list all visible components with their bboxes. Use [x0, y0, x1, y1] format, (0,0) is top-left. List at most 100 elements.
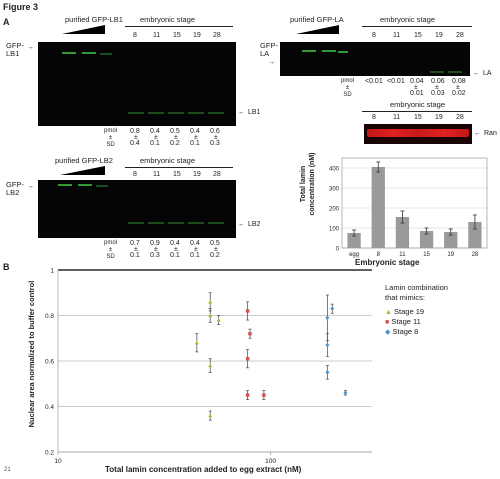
gel-band: [58, 184, 72, 186]
data-point-square: [245, 393, 250, 397]
lb2-pmol-value: 0.4: [170, 240, 180, 247]
lb2-stage: 28: [213, 171, 221, 178]
lb2-band-label: LB2: [248, 221, 261, 228]
pm-icon: ±: [214, 134, 218, 141]
la-stage-header: embryonic stage: [380, 15, 436, 24]
gel-band: [188, 222, 204, 224]
data-point-square: [245, 357, 250, 361]
ran-stage-header: embryonic stage: [390, 100, 446, 109]
bar-chart-bars: [347, 161, 482, 248]
pm-icon: ±: [194, 246, 198, 253]
lb1-stage: 11: [153, 32, 161, 39]
la-stage: 15: [414, 32, 422, 39]
lb1-sd-value: 0.1: [190, 140, 200, 147]
scatter-points: [194, 292, 348, 421]
lb1-pmol-value: 0.5: [170, 128, 180, 135]
la-sd-value: 0.03: [431, 90, 445, 97]
data-point-diamond: [325, 342, 330, 348]
lb2-purified-label: purified GFP-LB2: [55, 156, 113, 165]
lb2-stage-header: embryonic stage: [140, 156, 196, 165]
nuclear-area-scatter-plot: 0.2 0.4 0.6 0.8 1 10 100: [45, 268, 372, 465]
bar: [371, 167, 385, 248]
triangle-icon: ▲: [385, 309, 392, 316]
pm-icon: ±: [134, 134, 138, 141]
la-stage: 11: [393, 32, 401, 39]
scatter-ytick-label: 0.2: [45, 450, 54, 457]
lb1-pmol-value: 0.4: [150, 128, 160, 135]
diamond-icon: ◆: [385, 329, 391, 336]
gel-band: [128, 112, 144, 114]
la-stage-header-rule: [362, 26, 472, 27]
pm-icon: ±: [134, 246, 138, 253]
bar-chart-yticks: 0 100 200 300 400: [329, 167, 340, 253]
lb2-pmol-label: pmol ± SD: [104, 240, 118, 260]
lb1-sd-value: 0.3: [210, 140, 220, 147]
lb2-side-label: GFP- LB2: [6, 180, 24, 197]
scatter-ytick-label: 0.8: [45, 313, 54, 320]
gel-band: [148, 112, 164, 114]
ran-stage: 8: [372, 114, 376, 121]
scatter-xticks: 10 100: [54, 458, 276, 465]
data-point-triangle: [208, 313, 213, 318]
la-stage: 19: [435, 32, 443, 39]
data-point-triangle: [208, 363, 213, 368]
gel-band: [208, 112, 224, 114]
plot-frame: [341, 157, 488, 249]
ran-stage-header-rule: [362, 111, 472, 112]
lb1-sd-value: 0.1: [150, 140, 160, 147]
gel-band: [430, 71, 444, 73]
bar-xtick-label: 8: [377, 252, 381, 258]
square-icon: ■: [385, 319, 390, 326]
pm-icon: ±: [154, 134, 158, 141]
gel-band: [100, 53, 112, 55]
panel-a-label: A: [3, 17, 10, 27]
lb1-purified-label: purified GFP-LB1: [65, 15, 123, 24]
la-band-arrow-icon: ←: [473, 70, 480, 77]
legend-title: Lamin combination that mimics:: [385, 283, 448, 302]
gel-band: [448, 71, 462, 73]
data-point-square: [248, 332, 252, 336]
lb1-gradient-wedge: [62, 25, 105, 34]
lb2-stage: 8: [133, 171, 137, 178]
ran-band-label: Ran: [484, 130, 497, 137]
lb2-stage: 19: [193, 171, 201, 178]
pm-icon: ±: [435, 84, 439, 91]
gel-band: [96, 185, 108, 187]
pm-icon: ±: [174, 134, 178, 141]
lb2-arrow-icon: →: [27, 183, 34, 190]
la-gel-image: [280, 42, 470, 76]
legend-label: Stage 19: [394, 307, 425, 316]
la-pmol-label: pmol ± SD: [341, 78, 355, 98]
data-point-square: [262, 393, 266, 397]
lb2-gel-image: [38, 180, 236, 238]
la-stage: 8: [372, 32, 376, 39]
la-purified-label: purified GFP-LA: [290, 15, 344, 24]
data-point-diamond: [343, 390, 348, 396]
lb1-gel-image: [38, 42, 236, 126]
la-band-label: LA: [483, 70, 492, 77]
bar: [419, 231, 434, 248]
la-arrow-icon: →: [268, 59, 275, 66]
lb1-sd-value: 0.4: [130, 140, 140, 147]
legend-item-stage-19: ▲ Stage 19: [385, 308, 424, 317]
gel-band: [338, 51, 348, 53]
bar: [468, 222, 482, 248]
bar-ytick-label: 300: [329, 187, 340, 193]
bar-xtick-label: 15: [423, 252, 430, 258]
la-pmol-value: 0.08: [452, 78, 466, 85]
ran-band: [367, 129, 469, 137]
pm-icon: ±: [174, 246, 178, 253]
data-point-triangle: [208, 299, 213, 304]
lb2-pmol-value: 0.7: [130, 240, 140, 247]
la-sd-value: 0.02: [452, 90, 466, 97]
bar: [444, 232, 458, 248]
lb1-band-arrow-icon: ←: [238, 109, 245, 116]
lb2-stage: 15: [173, 171, 181, 178]
gel-band: [62, 52, 76, 54]
la-gradient-wedge: [296, 25, 339, 34]
lb2-pmol-value: 0.4: [190, 240, 200, 247]
scatter-ylabel: Nuclear area normalized to buffer contro…: [27, 280, 36, 428]
bar: [395, 217, 410, 248]
lb2-sd-value: 0.1: [170, 252, 180, 259]
lb1-stage: 28: [213, 32, 221, 39]
